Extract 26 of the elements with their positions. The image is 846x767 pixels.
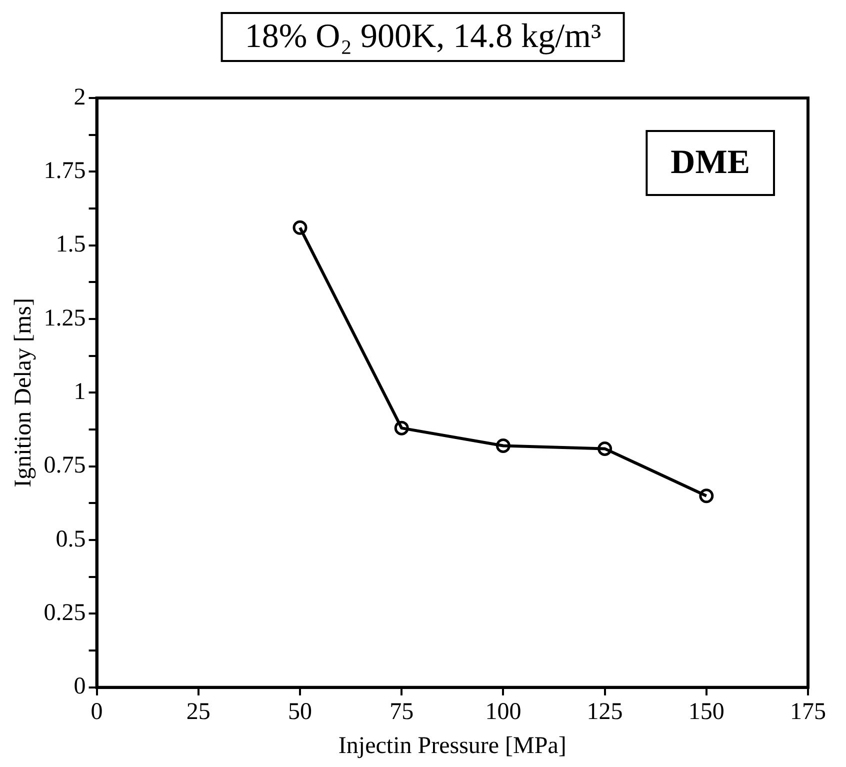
- y-tick-label: 0.75: [44, 452, 86, 479]
- y-tick-label: 1.25: [44, 305, 86, 332]
- x-tick-label: 100: [485, 699, 522, 726]
- point: [699, 488, 714, 504]
- y-tick-label: 0: [74, 674, 86, 700]
- x-tick-label: 125: [586, 699, 623, 726]
- y-axis-title: Ignition Delay [ms]: [10, 298, 37, 488]
- y-tick-label: 1: [74, 378, 86, 405]
- chart-title: 18% O₂ 900K, 14.8 kg/m³: [220, 12, 626, 62]
- x-tick-label: 150: [688, 699, 724, 726]
- point: [394, 420, 409, 436]
- point: [598, 441, 612, 456]
- x-tick-label: 0: [90, 699, 103, 726]
- x-axis-title: Injectin Pressure [MPa]: [338, 732, 566, 759]
- point: [292, 220, 308, 235]
- x-tick-label: 25: [186, 699, 210, 726]
- y-tick-label: 1.5: [56, 232, 86, 258]
- x-tick-label: 175: [790, 699, 826, 726]
- point: [496, 438, 510, 453]
- x-tick-label: 75: [390, 699, 414, 726]
- y-tick-label: 0.5: [56, 526, 86, 552]
- x-tick-label: 50: [288, 699, 312, 726]
- annotation: DME: [670, 144, 750, 181]
- y-tick-label: 2: [74, 84, 86, 110]
- y-tick-label: 0.25: [44, 600, 86, 626]
- y-tick-label: 1.75: [44, 158, 86, 184]
